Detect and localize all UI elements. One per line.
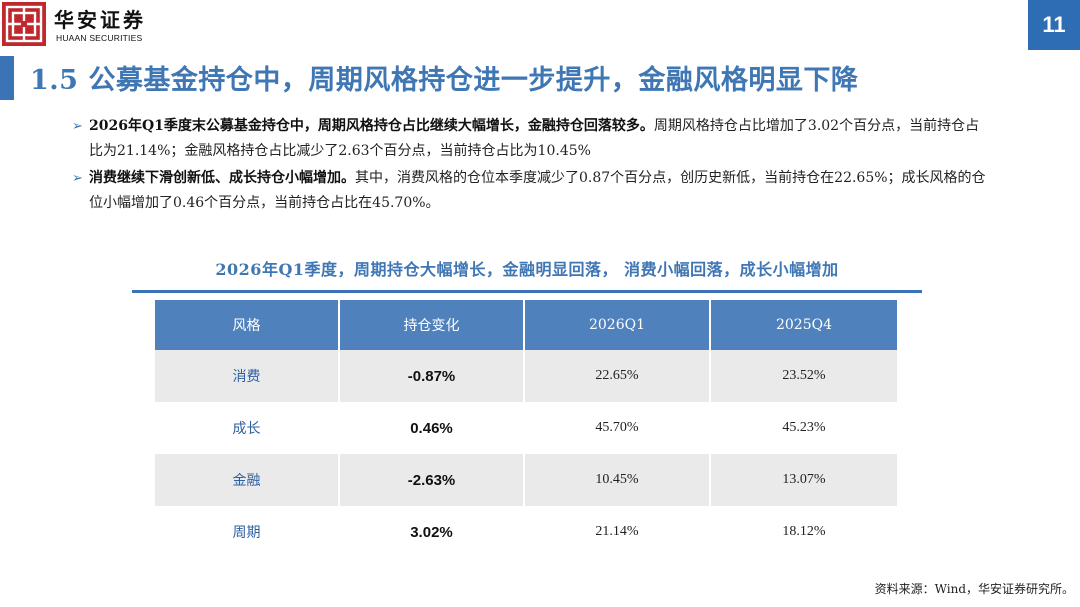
table-title-rule — [132, 290, 922, 293]
holding-2025q4: 18.12% — [711, 506, 897, 558]
source-note: 资料来源：Wind，华安证券研究所。 — [874, 582, 1074, 596]
style-name: 周期 — [155, 506, 340, 558]
bullet-item: ➢ 消费继续下滑创新低、成长持仓小幅增加。其中，消费风格的仓位本季度减少了0.87… — [72, 166, 992, 216]
holding-2025q4: 13.07% — [711, 454, 897, 506]
style-name: 成长 — [155, 402, 340, 454]
style-name: 消费 — [155, 350, 340, 402]
bullet-list: ➢ 2026年Q1季度末公募基金持仓中，周期风格持仓占比继续大幅增长，金融持仓回落… — [72, 114, 992, 218]
holding-2026q1: 22.65% — [525, 350, 711, 402]
style-name: 金融 — [155, 454, 340, 506]
brand-name-en: HUAAN SECURITIES — [56, 33, 143, 43]
header-cell-2026q1: 2026Q1 — [525, 300, 711, 350]
holding-change: 0.46% — [340, 402, 525, 454]
table-header-row: 风格 持仓变化 2026Q1 2025Q4 — [155, 300, 897, 350]
page-title: 1.5 公募基金持仓中，周期风格持仓进一步提升，金融风格明显下降 — [30, 65, 859, 96]
brand-name-cn: 华安证券 — [54, 8, 146, 32]
header-cell-2025q4: 2025Q4 — [711, 300, 897, 350]
holding-2026q1: 10.45% — [525, 454, 711, 506]
holding-change: 3.02% — [340, 506, 525, 558]
table-row: 消费 -0.87% 22.65% 23.52% — [155, 350, 897, 402]
table-title: 2026年Q1季度，周期持仓大幅增长，金融明显回落， 消费小幅回落，成长小幅增加 — [215, 260, 839, 279]
table-row: 周期 3.02% 21.14% 18.12% — [155, 506, 897, 558]
header-cell-style: 风格 — [155, 300, 340, 350]
arrow-bullet-icon: ➢ — [72, 119, 83, 134]
table-row: 金融 -2.63% 10.45% 13.07% — [155, 454, 897, 506]
holding-2026q1: 45.70% — [525, 402, 711, 454]
holding-change: -0.87% — [340, 350, 525, 402]
bullet-item: ➢ 2026年Q1季度末公募基金持仓中，周期风格持仓占比继续大幅增长，金融持仓回落… — [72, 114, 992, 164]
holdings-table: 风格 持仓变化 2026Q1 2025Q4 消费 -0.87% 22.65% 2… — [155, 300, 897, 558]
holding-2025q4: 45.23% — [711, 402, 897, 454]
page-number: 11 — [1028, 0, 1080, 50]
title-accent-bar — [0, 56, 14, 100]
header-cell-change: 持仓变化 — [340, 300, 525, 350]
bullet-bold-text: 消费继续下滑创新低、成长持仓小幅增加。 — [89, 170, 355, 186]
bullet-bold-text: 2026年Q1季度末公募基金持仓中，周期风格持仓占比继续大幅增长，金融持仓回落较… — [89, 118, 654, 134]
table-row: 成长 0.46% 45.70% 45.23% — [155, 402, 897, 454]
holding-2026q1: 21.14% — [525, 506, 711, 558]
holding-2025q4: 23.52% — [711, 350, 897, 402]
holding-change: -2.63% — [340, 454, 525, 506]
huaan-seal-icon — [2, 2, 46, 46]
arrow-bullet-icon: ➢ — [72, 171, 83, 186]
bullet-body-text: 其中，消费风格的仓位本季度减少了0.87个百分点，创历史新低，当前持仓在22.6… — [89, 170, 986, 211]
bullet-body-text: 周期风格持仓占比增加了3.02个百分点，当前持仓占比为21.14%；金融风格持仓… — [89, 118, 980, 159]
